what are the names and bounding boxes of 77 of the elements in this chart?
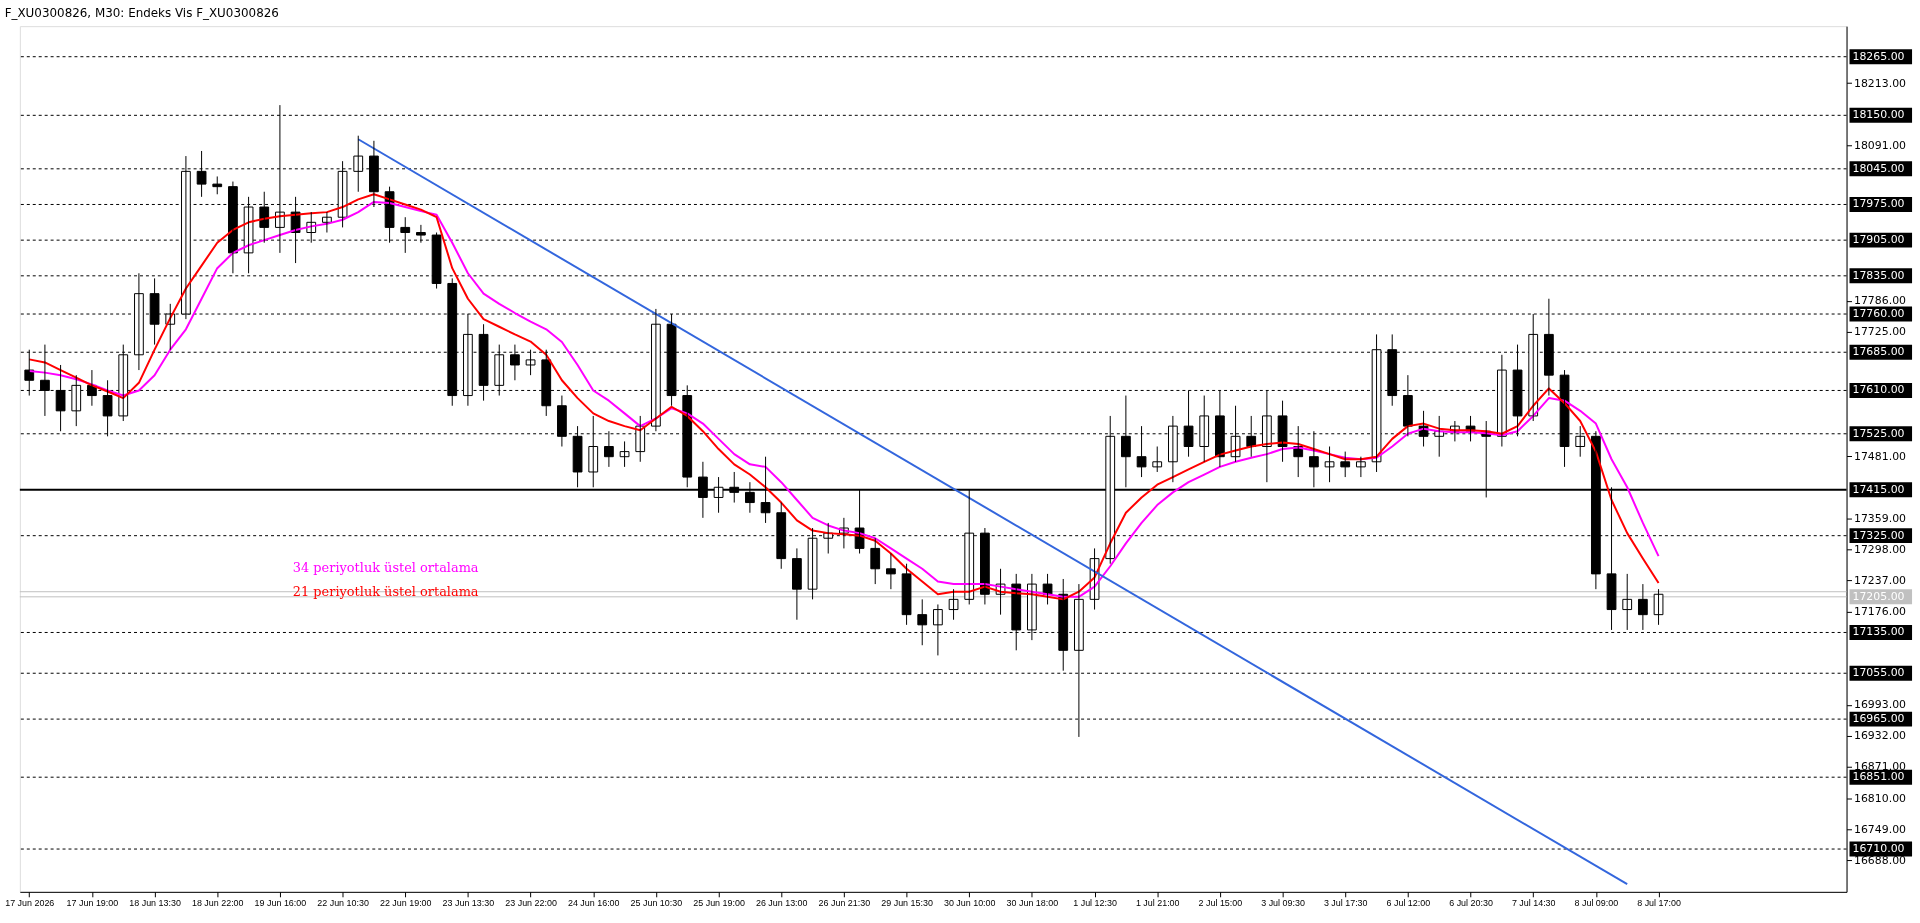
candlestick bbox=[1152, 446, 1163, 473]
ref-line-label: 17135.00 bbox=[1852, 625, 1905, 639]
y-tick-label: 17359.00 bbox=[1853, 511, 1907, 525]
y-tick-label: 17237.00 bbox=[1853, 573, 1907, 587]
x-tick-label: 29 Jun 15:30 bbox=[881, 898, 933, 909]
ref-line-label: 18045.00 bbox=[1852, 161, 1905, 175]
ref-line-label: 16710.00 bbox=[1852, 842, 1905, 856]
ref-line-label: 17760.00 bbox=[1852, 307, 1905, 321]
candlestick bbox=[1387, 333, 1398, 407]
x-tick-label: 23 Jun 13:30 bbox=[442, 898, 495, 909]
candlestick bbox=[1356, 456, 1366, 478]
x-tick-label: 7 Jul 14:30 bbox=[1511, 898, 1556, 909]
ref-line-label: 16851.00 bbox=[1852, 770, 1905, 784]
x-tick-label: 17 Jun 2026 bbox=[5, 898, 55, 909]
x-tick-label: 2 Jul 15:00 bbox=[1198, 898, 1243, 909]
x-tick-label: 8 Jul 17:00 bbox=[1637, 898, 1681, 909]
x-tick-label: 3 Jul 17:30 bbox=[1323, 898, 1368, 909]
x-tick-label: 26 Jun 21:30 bbox=[818, 898, 871, 909]
candlestick bbox=[1324, 446, 1335, 483]
ref-line-label: 17685.00 bbox=[1852, 345, 1905, 359]
x-tick-label: 25 Jun 10:30 bbox=[630, 898, 683, 909]
x-tick-label: 30 Jun 10:00 bbox=[943, 898, 996, 909]
candlestick bbox=[948, 588, 959, 621]
x-tick-label: 1 Jul 21:00 bbox=[1135, 898, 1180, 909]
ref-line-label: 17975.00 bbox=[1852, 197, 1905, 211]
ref-line-label: 17835.00 bbox=[1852, 268, 1905, 282]
ref-line-label: 17905.00 bbox=[1852, 233, 1905, 247]
ref-line-label: 17055.00 bbox=[1852, 666, 1905, 680]
y-tick-label: 18091.00 bbox=[1853, 138, 1907, 152]
text: 21 periyotluk üstel ortalama bbox=[292, 583, 479, 599]
text: 34 periyotluk üstel ortalama bbox=[292, 560, 479, 576]
x-tick-label: 22 Jun 10:30 bbox=[317, 898, 369, 909]
candlestick bbox=[901, 563, 912, 626]
ref-line-label: 17610.00 bbox=[1852, 383, 1905, 397]
candlestick bbox=[619, 440, 630, 468]
y-tick-label: 16993.00 bbox=[1853, 698, 1907, 712]
x-tick-label: 6 Jul 20:30 bbox=[1449, 898, 1493, 909]
x-tick-label: 24 Jun 16:00 bbox=[567, 898, 620, 909]
x-tick-label: 19 Jun 16:00 bbox=[254, 898, 307, 909]
y-tick-label: 18213.00 bbox=[1853, 76, 1907, 90]
y-tick-label: 16688.00 bbox=[1853, 853, 1907, 867]
y-tick-label: 16749.00 bbox=[1853, 822, 1907, 836]
x-tick-label: 23 Jun 22:00 bbox=[505, 898, 557, 909]
ref-line-label: 17415.00 bbox=[1852, 482, 1905, 496]
x-tick-label: 25 Jun 19:00 bbox=[693, 898, 745, 909]
x-tick-label: 8 Jul 09:00 bbox=[1574, 898, 1619, 909]
candlestick bbox=[870, 537, 881, 585]
x-tick-label: 18 Jun 22:00 bbox=[191, 898, 244, 909]
candlestick bbox=[55, 364, 66, 432]
y-tick-label: 17176.00 bbox=[1853, 605, 1907, 619]
x-tick-label: 22 Jun 19:00 bbox=[379, 898, 432, 909]
y-tick-label: 17481.00 bbox=[1853, 449, 1907, 463]
y-tick-label: 16810.00 bbox=[1853, 791, 1907, 805]
y-tick-label: 17725.00 bbox=[1853, 325, 1907, 339]
ref-line-label: 18150.00 bbox=[1852, 108, 1905, 122]
candlestick bbox=[1340, 451, 1351, 478]
x-tick-label: 6 Jul 12:00 bbox=[1386, 898, 1431, 909]
y-tick-label: 17786.00 bbox=[1853, 294, 1907, 308]
ref-line-label: 17205.00 bbox=[1852, 589, 1905, 603]
x-tick-label: 18 Jun 13:30 bbox=[129, 898, 181, 909]
candlestick bbox=[212, 175, 223, 195]
ref-line-label: 18265.00 bbox=[1852, 49, 1905, 63]
ref-line-label: 16965.00 bbox=[1852, 712, 1905, 726]
x-tick-label: 3 Jul 09:30 bbox=[1261, 898, 1305, 909]
x-tick-label: 1 Jul 12:30 bbox=[1073, 898, 1117, 909]
y-tick-label: 16932.00 bbox=[1853, 729, 1907, 743]
candlestick bbox=[1653, 588, 1664, 626]
candlestick bbox=[886, 553, 896, 590]
x-tick-label: 26 Jun 13:00 bbox=[755, 898, 808, 909]
chart-title: F_XU0300826, M30: Endeks Vis F_XU0300826 bbox=[4, 6, 279, 21]
x-tick-label: 17 Jun 19:00 bbox=[66, 898, 119, 909]
candlestick bbox=[1622, 573, 1633, 631]
x-tick-label: 30 Jun 18:00 bbox=[1006, 898, 1059, 909]
ref-line-label: 17525.00 bbox=[1852, 426, 1905, 440]
y-tick-label: 17298.00 bbox=[1853, 542, 1907, 556]
candlestick bbox=[776, 502, 787, 570]
ref-line-label: 17325.00 bbox=[1852, 528, 1905, 542]
